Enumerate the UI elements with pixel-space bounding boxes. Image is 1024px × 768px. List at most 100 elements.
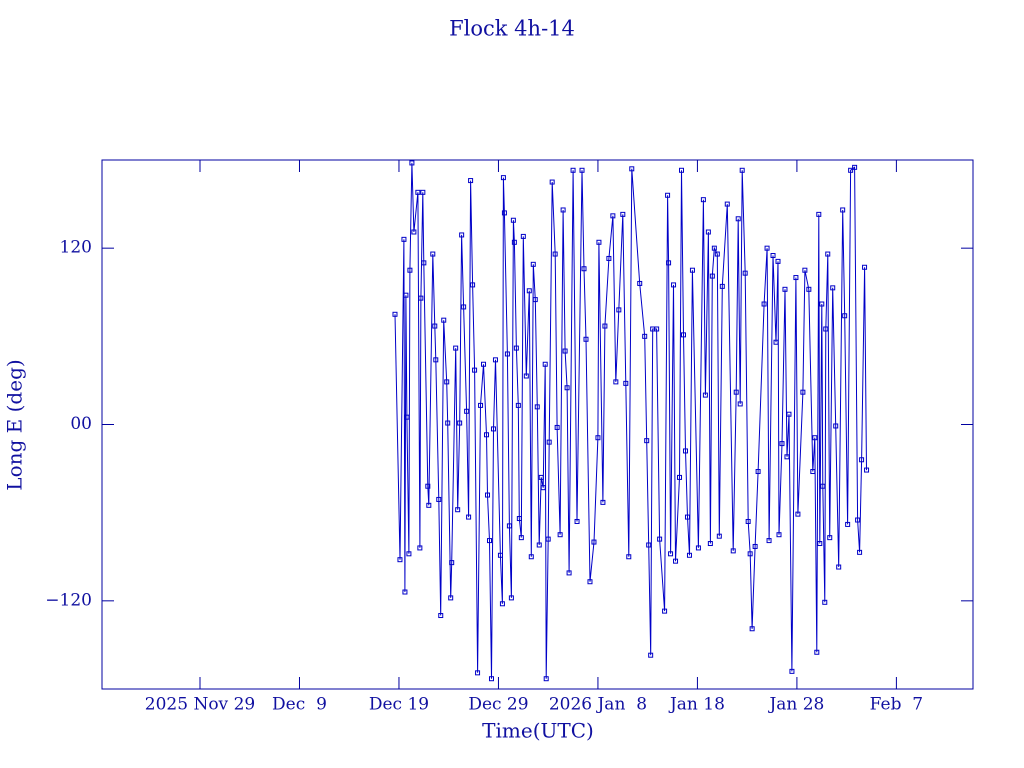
data-point: [557, 532, 563, 538]
data-point: [510, 217, 516, 223]
data-point: [549, 179, 555, 185]
data-point: [833, 423, 839, 429]
data-point: [441, 317, 447, 323]
data-point: [852, 164, 858, 170]
data-point: [444, 379, 450, 385]
data-point: [779, 441, 785, 447]
data-point: [784, 454, 790, 460]
data-point: [714, 251, 720, 257]
data-point: [623, 380, 629, 386]
data-point: [679, 167, 685, 173]
data-point: [830, 285, 836, 291]
y-tick-label: 00: [70, 414, 92, 434]
data-point: [862, 264, 868, 270]
data-point: [392, 311, 398, 317]
data-point: [448, 595, 454, 601]
data-point: [773, 339, 779, 345]
data-point: [484, 432, 490, 438]
data-point: [606, 255, 612, 261]
data-point: [415, 189, 421, 195]
data-point: [574, 518, 580, 524]
data-point: [532, 297, 538, 303]
data-point: [492, 357, 498, 363]
data-point: [626, 554, 632, 560]
data-point: [552, 251, 558, 257]
data-point: [501, 210, 507, 216]
data-point: [459, 232, 465, 238]
data-point: [700, 197, 706, 203]
data-point: [823, 326, 829, 332]
data-point: [855, 517, 861, 523]
data-point: [513, 345, 519, 351]
data-point: [538, 474, 544, 480]
data-point: [485, 492, 491, 498]
data-point: [472, 367, 478, 373]
data-point: [564, 385, 570, 391]
data-point: [695, 545, 701, 551]
data-point: [421, 260, 427, 266]
data-point: [770, 253, 776, 259]
data-point: [520, 233, 526, 239]
data-point: [859, 457, 865, 463]
data-point: [642, 333, 648, 339]
data-point: [516, 516, 522, 522]
data-point: [490, 426, 496, 432]
data-point: [515, 402, 521, 408]
data-point: [426, 502, 432, 508]
data-point: [668, 551, 674, 557]
data-point: [430, 251, 436, 257]
x-tick-label: 2025 Nov 29: [145, 695, 255, 715]
data-point: [836, 564, 842, 570]
data-point: [475, 670, 481, 676]
data-point: [488, 676, 494, 682]
data-point: [665, 192, 671, 198]
x-tick-label: 2026 Jan 8: [549, 695, 647, 715]
data-point: [602, 323, 608, 329]
data-point: [666, 260, 672, 266]
data-point: [686, 552, 692, 558]
data-point: [814, 649, 820, 655]
data-point: [680, 332, 686, 338]
data-point: [733, 389, 739, 395]
chart-title: Flock 4h-14: [449, 17, 575, 41]
data-point: [587, 579, 593, 585]
data-point: [644, 438, 650, 444]
data-point: [724, 201, 730, 207]
data-point: [709, 273, 715, 279]
data-point: [543, 676, 549, 682]
data-point: [786, 411, 792, 417]
data-point: [402, 589, 408, 595]
data-point: [432, 323, 438, 329]
data-point: [420, 189, 426, 195]
data-point: [526, 288, 532, 294]
data-point: [782, 286, 788, 292]
data-point: [657, 536, 663, 542]
data-point: [540, 485, 546, 491]
x-tick-label: Dec 29: [468, 695, 528, 715]
data-point: [689, 267, 695, 273]
data-point: [673, 558, 679, 564]
data-point: [560, 207, 566, 213]
data-point: [682, 448, 688, 454]
data-point: [595, 435, 601, 441]
y-tick-label: −120: [45, 590, 92, 610]
data-point: [554, 424, 560, 430]
data-point: [610, 213, 616, 219]
x-tick-label: Jan 18: [668, 695, 725, 715]
data-point: [761, 301, 767, 307]
data-point: [457, 420, 463, 426]
x-tick-label: Jan 28: [767, 695, 824, 715]
data-point: [407, 267, 413, 273]
data-point: [461, 304, 467, 310]
data-point: [745, 518, 751, 524]
data-point: [518, 535, 524, 541]
data-point: [545, 536, 551, 542]
data-point: [737, 401, 743, 407]
data-point: [445, 420, 451, 426]
data-point: [820, 483, 826, 489]
y-tick-label: 120: [60, 238, 92, 258]
data-point: [648, 652, 654, 658]
data-point: [401, 236, 407, 242]
data-point: [795, 511, 801, 517]
